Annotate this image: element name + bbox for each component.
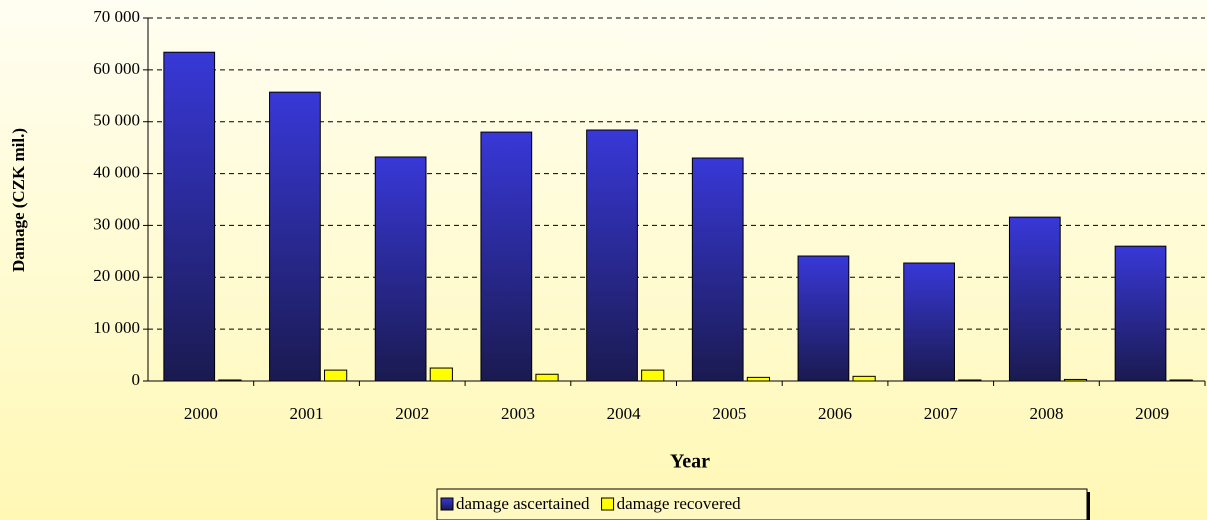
x-tick-label: 2001 [290,404,324,423]
x-tick-label: 2005 [712,404,746,423]
legend [436,488,1088,520]
legend-swatch [601,497,615,511]
bar [1169,379,1193,382]
x-tick-label: 2000 [184,404,218,423]
y-tick-label: 30 000 [93,214,140,233]
y-tick-label: 50 000 [93,111,140,130]
bar [852,375,876,382]
bar [163,51,216,382]
bar [586,129,638,382]
x-tick-label: 2008 [1029,404,1063,423]
bar [641,369,665,382]
bar [1114,245,1167,382]
x-tick-label: 2003 [501,404,535,423]
y-tick-label: 40 000 [93,162,140,181]
bar [1063,378,1088,382]
legend-label: damage ascertained [456,494,590,513]
legend-label: damage recovered [617,494,742,513]
bar [374,156,427,382]
bar [535,373,559,382]
bar [691,157,744,382]
bar [903,262,955,382]
bar [218,379,242,382]
x-tick-label: 2006 [818,404,852,423]
y-axis-title: Damage (CZK mil.) [9,128,28,272]
bar [324,369,348,382]
y-tick-label: 60 000 [93,59,140,78]
y-tick-label: 0 [132,370,141,389]
x-axis-title: Year [670,451,710,473]
y-tick-label: 10 000 [93,318,140,337]
bar [797,255,850,382]
legend-swatch [440,497,454,511]
x-tick-label: 2002 [395,404,429,423]
x-tick-label: 2007 [924,404,959,423]
bar [429,367,453,382]
bar [480,131,533,382]
y-tick-label: 20 000 [93,266,140,285]
bar [269,91,321,382]
bar [1008,216,1061,382]
x-tick-label: 2009 [1135,404,1169,423]
bar [746,376,771,382]
x-tick-label: 2004 [607,404,642,423]
bar [958,379,982,382]
y-tick-label: 70 000 [93,7,140,26]
